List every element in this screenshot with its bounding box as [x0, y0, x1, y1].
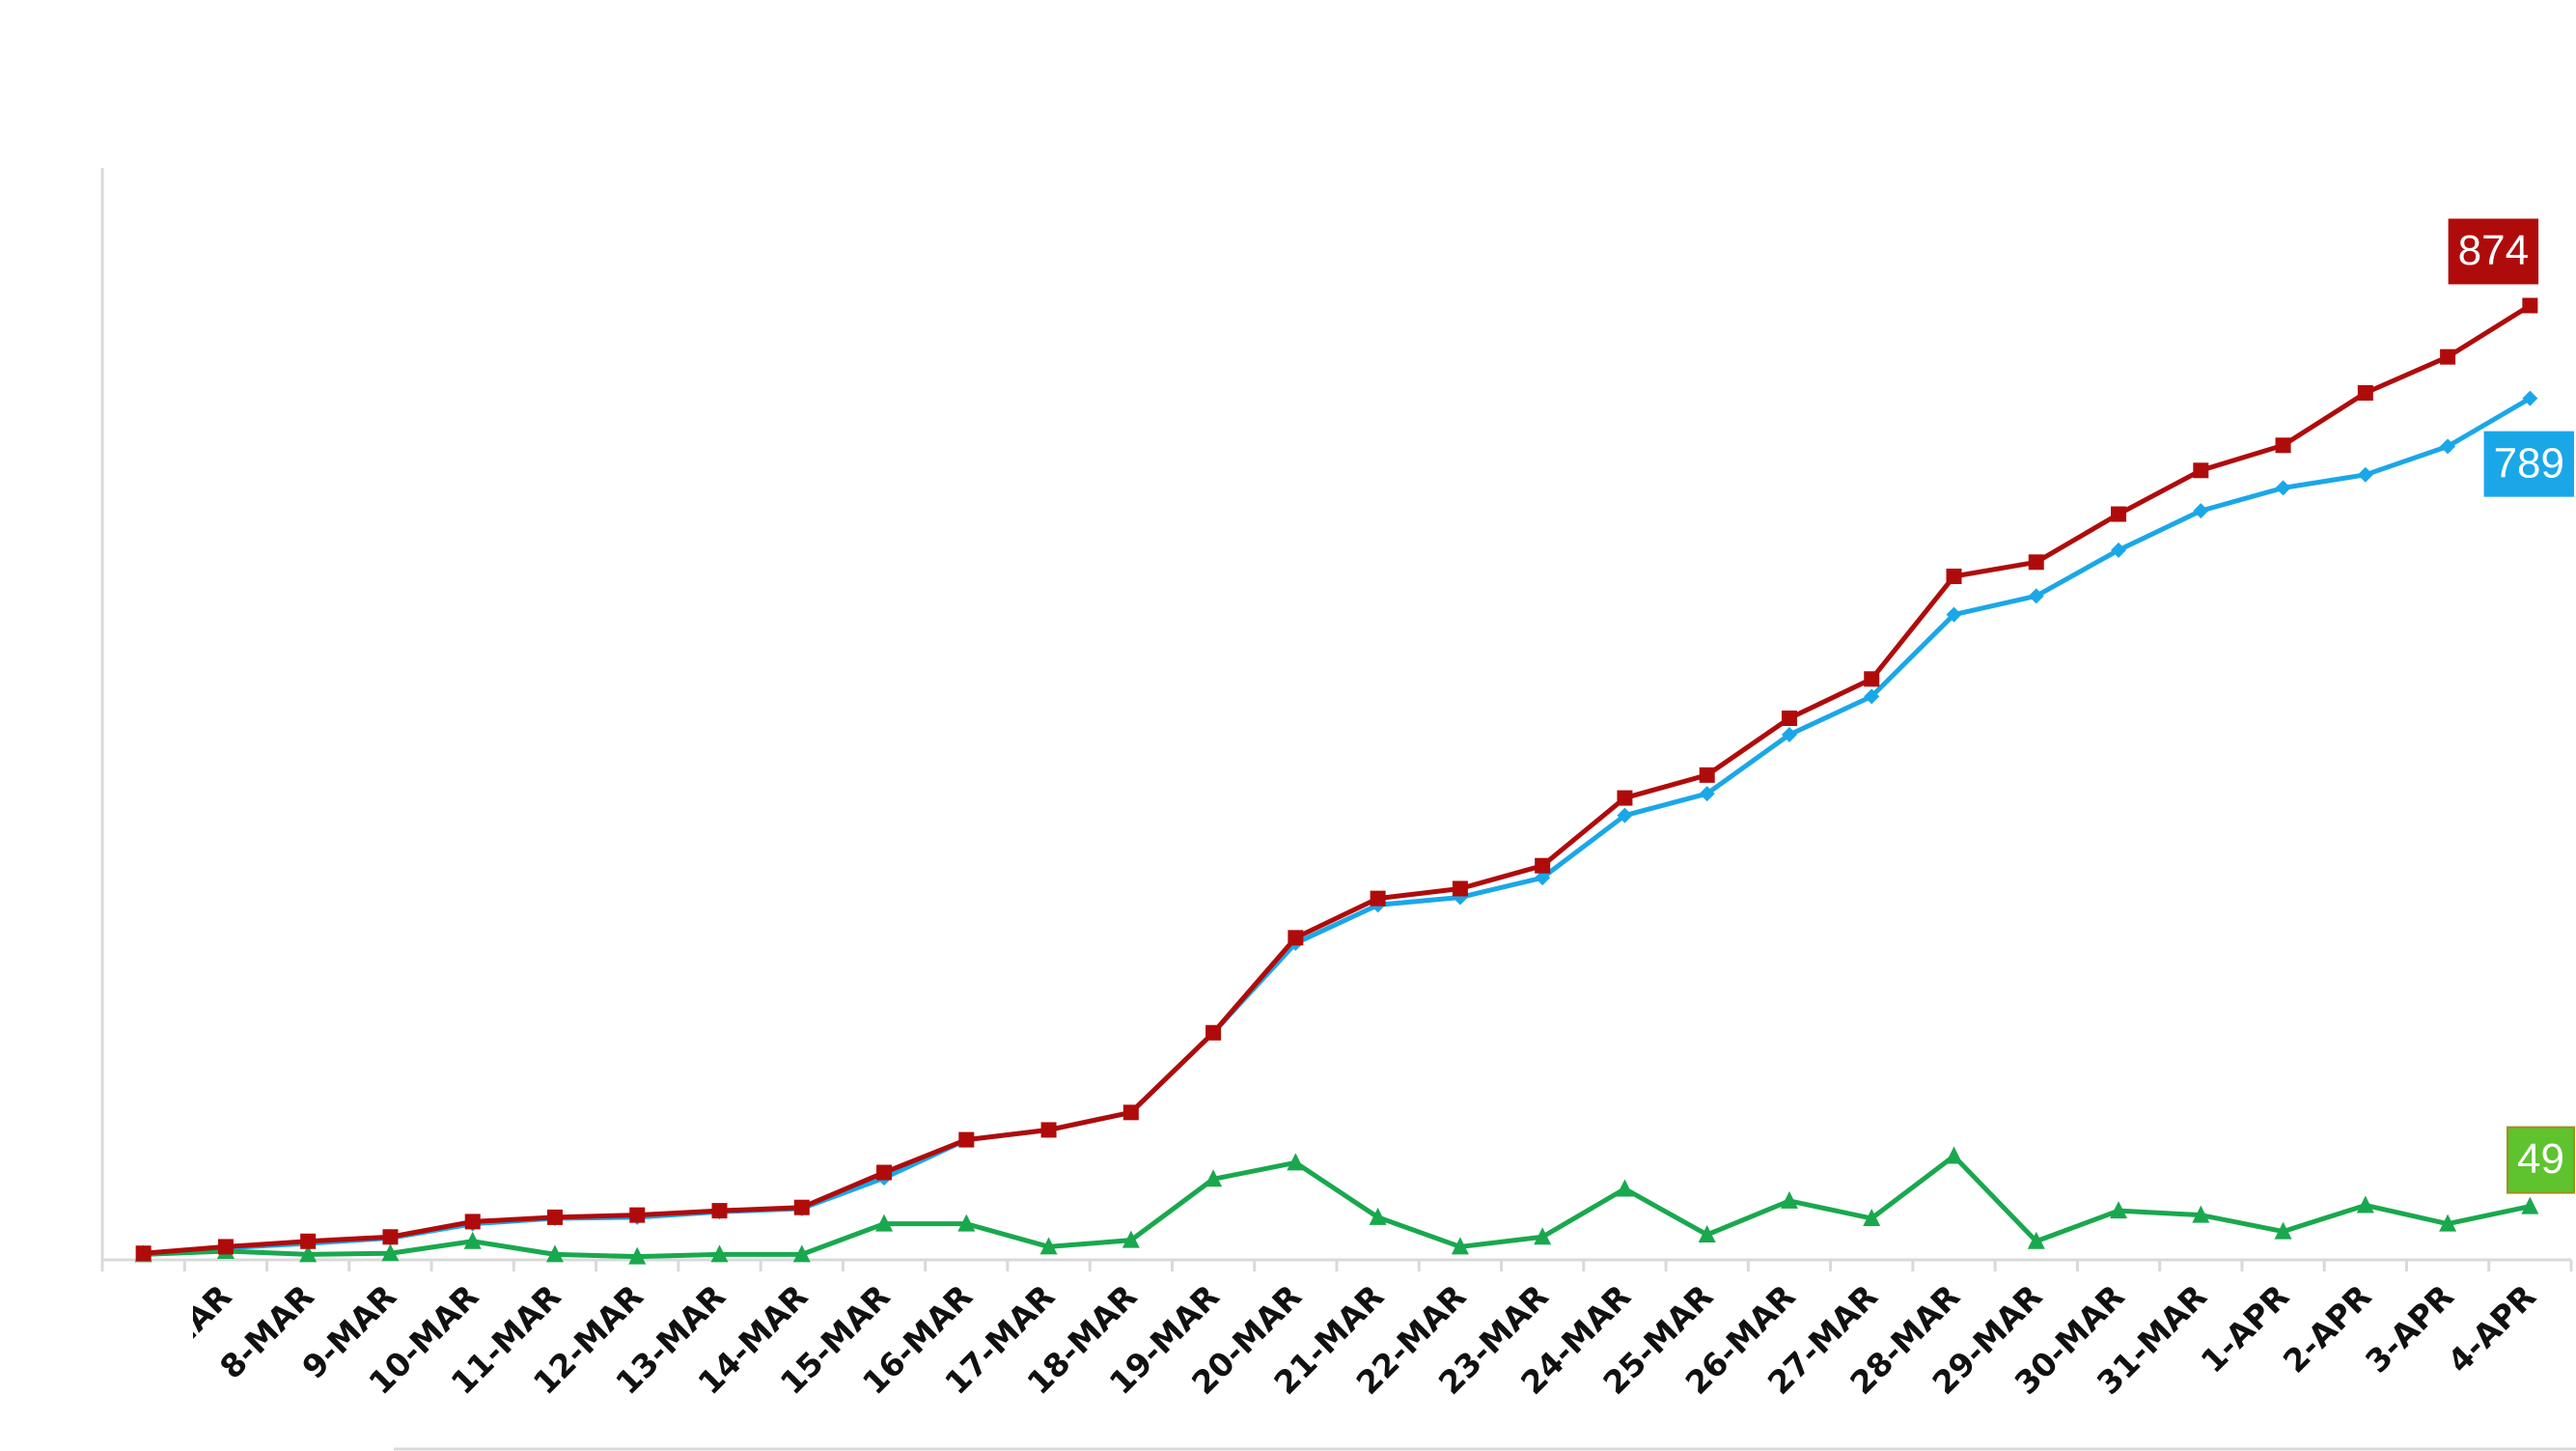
marker: [2357, 466, 2373, 483]
marker: [2439, 1214, 2457, 1232]
marker: [1205, 1024, 1222, 1041]
data-label: 874: [2448, 218, 2539, 285]
series-line: [143, 1154, 2531, 1260]
data-label-text: 49: [2517, 1135, 2564, 1183]
marker: [2193, 503, 2209, 519]
marker: [463, 1231, 482, 1249]
series-line: [143, 303, 2532, 1256]
marker: [2521, 1196, 2539, 1214]
marker: [135, 1245, 152, 1262]
data-label-box: [2507, 1126, 2575, 1194]
marker: [1287, 1153, 1305, 1171]
marker: [1370, 890, 1386, 907]
marker: [2027, 1231, 2045, 1249]
marker: [1451, 1237, 1469, 1255]
marker: [1288, 930, 1304, 946]
data-label-text: 789: [2494, 439, 2564, 487]
data-label: 789: [2483, 431, 2574, 497]
marker: [1780, 1190, 1798, 1209]
marker: [1864, 671, 1880, 687]
marker: [1946, 568, 1962, 584]
marker: [1616, 1179, 1634, 1197]
x-tick-label: 4-APR: [2440, 1277, 2543, 1381]
data-label-box: [2483, 431, 2574, 497]
marker: [2440, 349, 2456, 365]
marker: [1039, 1237, 1058, 1255]
marker: [1535, 870, 1551, 886]
marker: [875, 1214, 894, 1232]
marker: [2111, 506, 2127, 522]
marker: [1534, 1227, 1552, 1245]
marker: [464, 1214, 481, 1230]
marker: [1698, 1224, 1716, 1242]
data-label-box: [2448, 218, 2539, 285]
x-tick-label: 1-APR: [2194, 1277, 2297, 1381]
marker: [300, 1233, 317, 1249]
x-tick-label: 2-APR: [2276, 1277, 2379, 1381]
marker: [957, 1214, 976, 1232]
marker: [1946, 606, 1962, 623]
x-tick-label: 3-APR: [2358, 1277, 2461, 1381]
marker: [629, 1207, 646, 1223]
marker: [1864, 688, 1880, 705]
marker: [1040, 1122, 1057, 1138]
marker: [2028, 588, 2044, 604]
marker: [2356, 1195, 2374, 1214]
marker: [2028, 554, 2044, 571]
marker: [1617, 790, 1633, 806]
marker: [1781, 726, 1797, 742]
marker: [1945, 1146, 1963, 1164]
marker: [2440, 438, 2456, 455]
marker: [1369, 1207, 1387, 1225]
marker: [1781, 711, 1797, 727]
marker: [628, 1246, 647, 1265]
series-line: [143, 396, 2532, 1256]
marker: [2357, 384, 2373, 401]
marker: [2193, 462, 2209, 479]
x-labels: 7-MAR8-MAR9-MAR10-MAR11-MAR12-MAR13-MAR1…: [193, 1277, 2543, 1402]
marker: [2192, 1205, 2210, 1223]
marker: [1617, 807, 1633, 823]
marker: [299, 1244, 318, 1263]
marker: [1122, 1230, 1140, 1248]
marker: [1205, 1169, 1223, 1187]
marker: [1863, 1209, 1881, 1227]
marker: [2522, 297, 2538, 314]
marker: [1699, 767, 1715, 783]
marker: [382, 1229, 399, 1245]
marker: [876, 1164, 893, 1181]
marker: [793, 1199, 810, 1215]
marker: [2275, 437, 2291, 454]
marker: [217, 1239, 234, 1255]
marker: [546, 1209, 563, 1225]
marker: [1535, 857, 1551, 874]
marker: [2522, 390, 2538, 406]
marker: [1452, 880, 1468, 897]
marker: [2111, 542, 2127, 558]
marker: [2274, 1221, 2292, 1240]
marker: [2110, 1201, 2128, 1219]
marker: [792, 1244, 811, 1263]
marker: [1699, 786, 1715, 802]
marker: [2275, 480, 2291, 496]
marker: [710, 1244, 729, 1263]
marker: [958, 1131, 975, 1148]
marker: [1122, 1104, 1139, 1121]
data-label-text: 874: [2458, 227, 2529, 274]
marker: [545, 1244, 564, 1263]
data-label: 49: [2507, 1126, 2575, 1194]
marker: [711, 1203, 728, 1219]
marker: [381, 1243, 400, 1262]
